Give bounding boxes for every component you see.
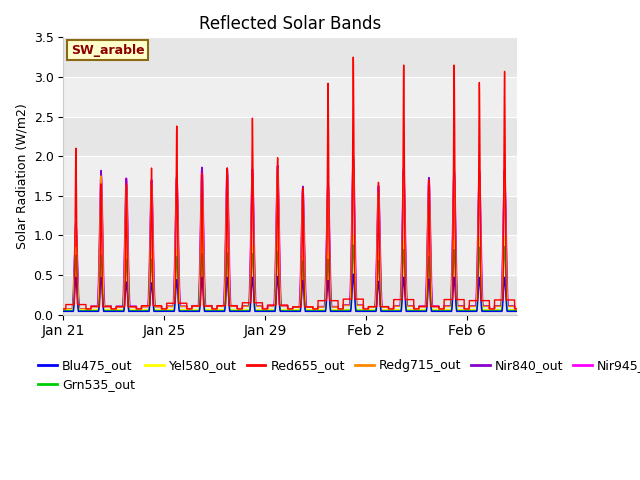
Grn535_out	[349, 242, 357, 248]
Red655_out	[454, 297, 462, 302]
Redg715_out	[454, 303, 462, 309]
Red655_out	[160, 306, 168, 312]
Yel580_out	[454, 307, 462, 312]
Line: Nir945_out: Nir945_out	[63, 158, 517, 309]
Red655_out	[224, 225, 232, 230]
Blu475_out	[224, 281, 232, 287]
Nir945_out	[60, 306, 67, 312]
Blu475_out	[60, 309, 67, 314]
Text: SW_arable: SW_arable	[71, 44, 145, 57]
Grn535_out	[104, 308, 111, 313]
Nir945_out	[160, 306, 168, 312]
Legend: Blu475_out, Grn535_out, Yel580_out, Red655_out, Redg715_out, Nir840_out, Nir945_: Blu475_out, Grn535_out, Yel580_out, Red6…	[33, 354, 640, 396]
Line: Blu475_out: Blu475_out	[63, 274, 517, 312]
Red655_out	[104, 304, 111, 310]
Nir840_out	[304, 304, 312, 310]
Title: Reflected Solar Bands: Reflected Solar Bands	[199, 15, 381, 33]
Blu475_out	[454, 309, 462, 314]
Red655_out	[131, 304, 138, 310]
Grn535_out	[513, 308, 521, 313]
Bar	[63, 117, 517, 156]
Nir945_out	[454, 303, 462, 309]
Line: Redg715_out: Redg715_out	[63, 162, 517, 309]
Blu475_out	[104, 309, 111, 314]
Nir945_out	[304, 304, 312, 310]
Grn535_out	[60, 308, 67, 313]
Grn535_out	[131, 308, 138, 313]
Redg715_out	[131, 304, 138, 310]
Nir840_out	[131, 303, 138, 309]
Yel580_out	[304, 307, 312, 312]
Grn535_out	[454, 308, 462, 313]
Nir840_out	[224, 183, 232, 189]
Grn535_out	[304, 308, 312, 313]
Yel580_out	[60, 307, 67, 312]
Line: Grn535_out: Grn535_out	[63, 245, 517, 311]
Redg715_out	[224, 191, 232, 197]
Line: Red655_out: Red655_out	[63, 57, 517, 309]
Bar	[63, 156, 517, 196]
Red655_out	[349, 54, 357, 60]
Yel580_out	[349, 232, 357, 238]
Blu475_out	[513, 309, 521, 314]
Bar	[63, 235, 517, 275]
Nir945_out	[131, 303, 138, 309]
Grn535_out	[160, 308, 168, 313]
Yel580_out	[160, 307, 168, 312]
Redg715_out	[104, 303, 111, 309]
Nir840_out	[513, 306, 521, 312]
Yel580_out	[224, 252, 232, 258]
Red655_out	[60, 306, 67, 312]
Nir945_out	[513, 306, 521, 312]
Redg715_out	[513, 306, 521, 312]
Redg715_out	[304, 304, 312, 310]
Redg715_out	[160, 306, 168, 312]
Nir840_out	[349, 153, 357, 159]
Blu475_out	[304, 309, 312, 314]
Yel580_out	[104, 307, 111, 312]
Yel580_out	[131, 307, 138, 312]
Nir840_out	[60, 306, 67, 312]
Nir945_out	[104, 303, 111, 309]
Nir840_out	[160, 306, 168, 312]
Redg715_out	[349, 159, 357, 165]
Blu475_out	[131, 309, 138, 314]
Bar	[63, 275, 517, 314]
Bar	[63, 196, 517, 235]
Grn535_out	[224, 260, 232, 265]
Blu475_out	[160, 309, 168, 314]
Nir945_out	[349, 155, 357, 161]
Line: Yel580_out: Yel580_out	[63, 235, 517, 310]
Nir840_out	[104, 303, 111, 309]
Nir840_out	[454, 303, 462, 309]
Bar	[63, 37, 517, 77]
Bar	[63, 77, 517, 117]
Red655_out	[513, 306, 521, 312]
Redg715_out	[60, 306, 67, 312]
Yel580_out	[513, 307, 521, 312]
Nir945_out	[224, 181, 232, 187]
Line: Nir840_out: Nir840_out	[63, 156, 517, 309]
Blu475_out	[349, 271, 357, 277]
Red655_out	[304, 304, 312, 310]
Y-axis label: Solar Radiation (W/m2): Solar Radiation (W/m2)	[15, 103, 28, 249]
